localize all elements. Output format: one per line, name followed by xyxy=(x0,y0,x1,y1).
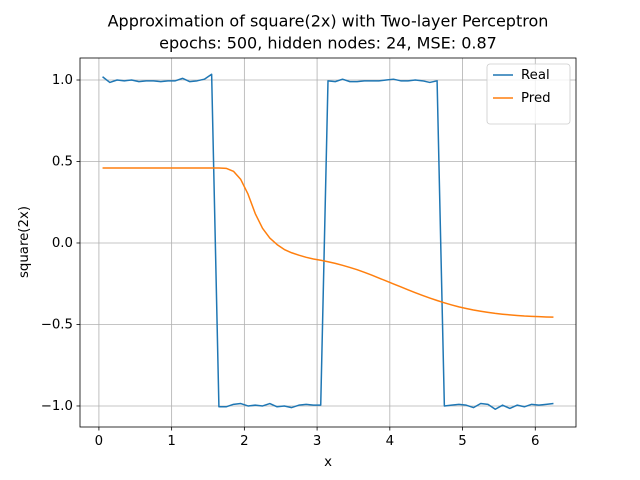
data-line xyxy=(102,167,554,318)
x-tick-label: 5 xyxy=(458,434,466,449)
x-tick-label: 0 xyxy=(95,434,103,449)
x-tick-label: 1 xyxy=(167,434,175,449)
y-axis-label: square(2x) xyxy=(17,206,32,278)
legend-label: Pred xyxy=(521,91,551,106)
y-tick-label: −1.0 xyxy=(41,399,73,414)
y-tick-label: 0.0 xyxy=(52,236,73,251)
legend-box xyxy=(486,63,571,125)
legend-label: Real xyxy=(521,68,550,83)
y-tick-label: 1.0 xyxy=(52,73,73,88)
chart-subtitle: epochs: 500, hidden nodes: 24, MSE: 0.87 xyxy=(159,34,497,53)
x-tick-label: 6 xyxy=(531,434,539,449)
y-tick-label: 0.5 xyxy=(52,154,73,169)
y-tick-label: −0.5 xyxy=(41,317,73,332)
x-tick-label: 4 xyxy=(386,434,394,449)
axes-frame xyxy=(79,57,577,428)
chart-title: Approximation of square(2x) with Two-lay… xyxy=(108,12,549,31)
x-tick-label: 3 xyxy=(313,434,321,449)
data-line xyxy=(102,73,554,410)
x-tick-label: 2 xyxy=(240,434,248,449)
x-axis-label: x xyxy=(324,455,332,470)
